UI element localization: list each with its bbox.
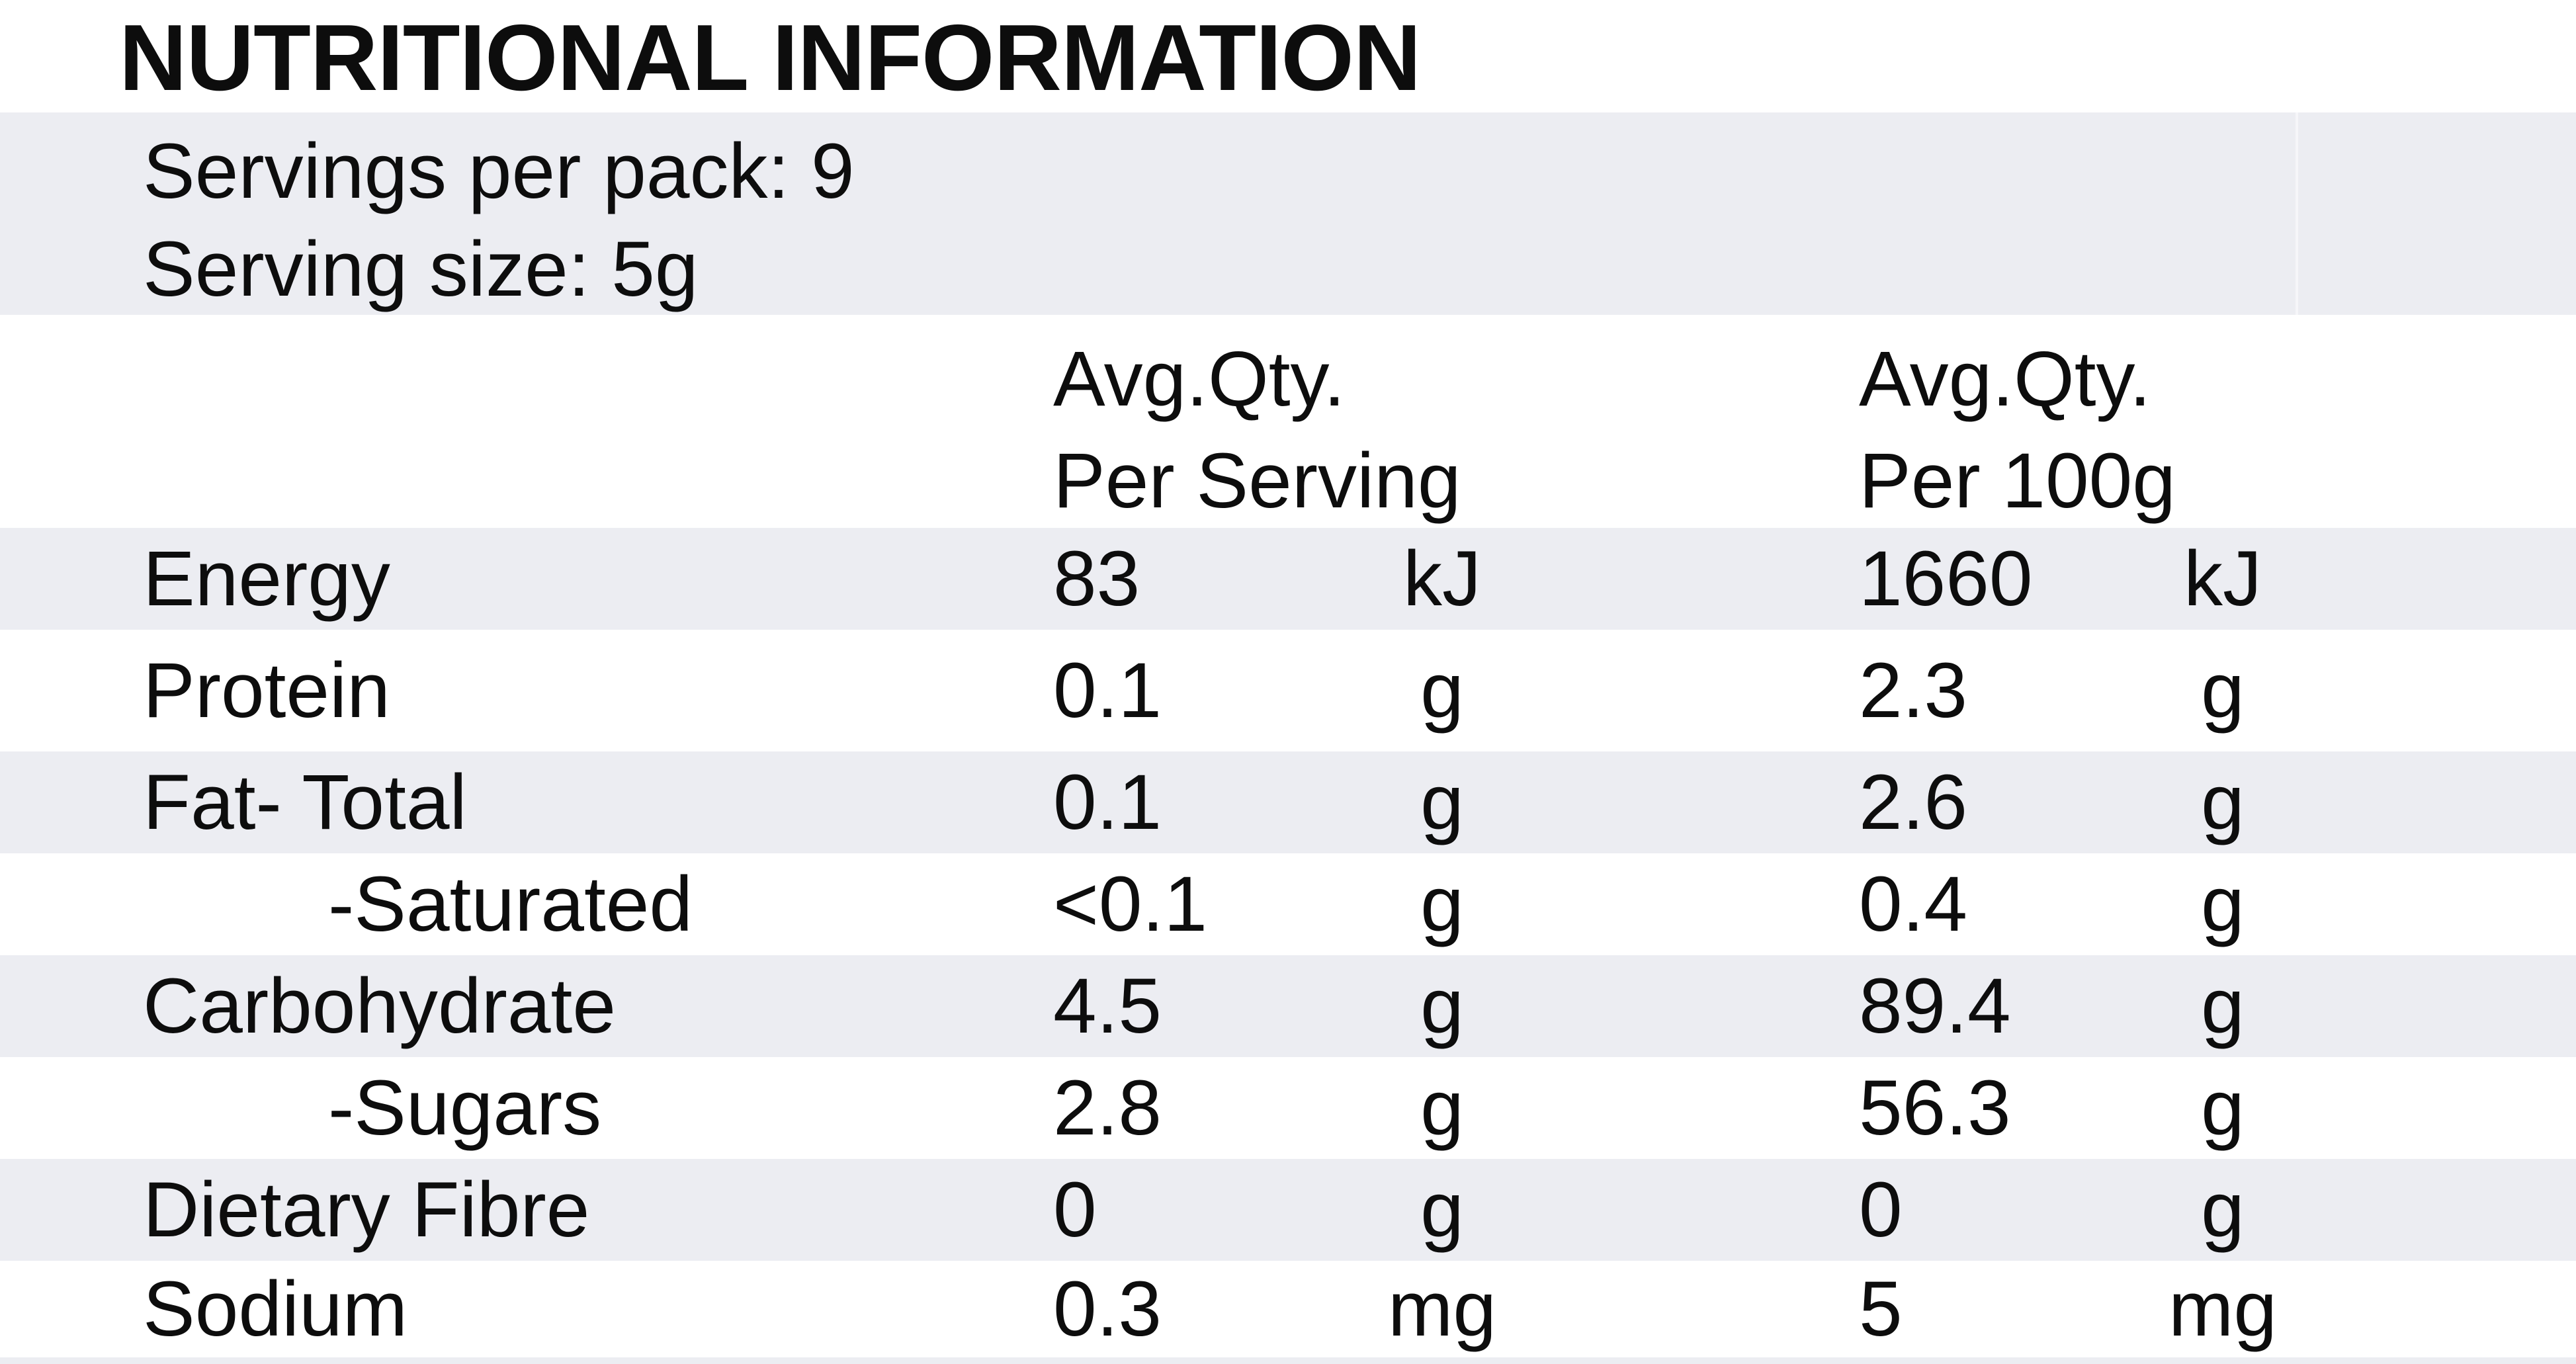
per-serving-value: 2.8: [1053, 1064, 1162, 1152]
per-100g-header-line2: Per 100g: [1859, 437, 2176, 525]
per-serving-unit: g: [1420, 759, 1464, 846]
per-serving-value: 4.5: [1053, 962, 1162, 1050]
per-100g-header-line1: Avg.Qty.: [1859, 335, 2151, 423]
per-serving-value: 0.1: [1053, 759, 1162, 846]
per-100g-unit: g: [2201, 759, 2245, 846]
per-100g-unit: g: [2201, 962, 2245, 1050]
per-100g-unit: kJ: [2184, 535, 2262, 622]
table-row-saturated: -Saturated <0.1 g 0.4 g: [0, 853, 2576, 955]
per-serving-value: 0: [1053, 1166, 1097, 1254]
per-100g-unit: g: [2201, 647, 2245, 734]
nutrient-name: Sodium: [143, 1265, 408, 1353]
per-serving-value: 0.1: [1053, 647, 1162, 734]
per-100g-value: 2.6: [1859, 759, 1968, 846]
per-100g-value: 5: [1859, 1265, 1903, 1353]
per-100g-unit: g: [2201, 1064, 2245, 1152]
per-serving-value: 0.3: [1053, 1265, 1162, 1353]
per-serving-unit: g: [1420, 647, 1464, 734]
per-100g-value: 0.4: [1859, 861, 1968, 948]
nutrient-name: Energy: [143, 535, 390, 622]
nutrient-name: Fat- Total: [143, 759, 467, 846]
per-serving-header-line1: Avg.Qty.: [1053, 335, 1346, 423]
per-serving-unit: g: [1420, 1064, 1464, 1152]
per-100g-unit: g: [2201, 861, 2245, 948]
table-row-dietary-fibre: Dietary Fibre 0 g 0 g: [0, 1159, 2576, 1261]
servings-band-divider: [2296, 112, 2298, 315]
per-serving-header-line2: Per Serving: [1053, 437, 1461, 525]
per-100g-value: 56.3: [1859, 1064, 2011, 1152]
per-serving-unit: kJ: [1403, 535, 1481, 622]
serving-size: Serving size: 5g: [143, 226, 699, 313]
per-100g-value: 0: [1859, 1166, 1903, 1254]
table-row-energy: Energy 83 kJ 1660 kJ: [0, 528, 2576, 630]
per-100g-value: 89.4: [1859, 962, 2011, 1050]
per-100g-unit: g: [2201, 1166, 2245, 1254]
per-serving-unit: g: [1420, 861, 1464, 948]
per-serving-unit: g: [1420, 1166, 1464, 1254]
per-100g-value: 2.3: [1859, 647, 1968, 734]
nutrient-name: Protein: [143, 647, 390, 734]
nutrient-name: Carbohydrate: [143, 962, 616, 1050]
table-row-fat-total: Fat- Total 0.1 g 2.6 g: [0, 751, 2576, 853]
table-row-sugars: -Sugars 2.8 g 56.3 g: [0, 1057, 2576, 1159]
table-row-protein: Protein 0.1 g 2.3 g: [0, 630, 2576, 751]
nutrient-name: -Sugars: [328, 1064, 602, 1152]
per-serving-unit: g: [1420, 962, 1464, 1050]
nutrient-name: Dietary Fibre: [143, 1166, 590, 1254]
table-row-carbohydrate: Carbohydrate 4.5 g 89.4 g: [0, 955, 2576, 1057]
per-serving-value: <0.1: [1053, 861, 1207, 948]
per-serving-value: 83: [1053, 535, 1140, 622]
per-100g-unit: mg: [2168, 1265, 2277, 1353]
panel-title: NUTRITIONAL INFORMATION: [119, 5, 1421, 110]
bottom-rule: [0, 1357, 2576, 1364]
servings-band: [0, 112, 2576, 315]
servings-per-pack: Servings per pack: 9: [143, 128, 855, 215]
table-row-sodium: Sodium 0.3 mg 5 mg: [0, 1261, 2576, 1357]
nutrient-name: -Saturated: [328, 861, 693, 948]
per-serving-unit: mg: [1388, 1265, 1496, 1353]
per-100g-value: 1660: [1859, 535, 2033, 622]
